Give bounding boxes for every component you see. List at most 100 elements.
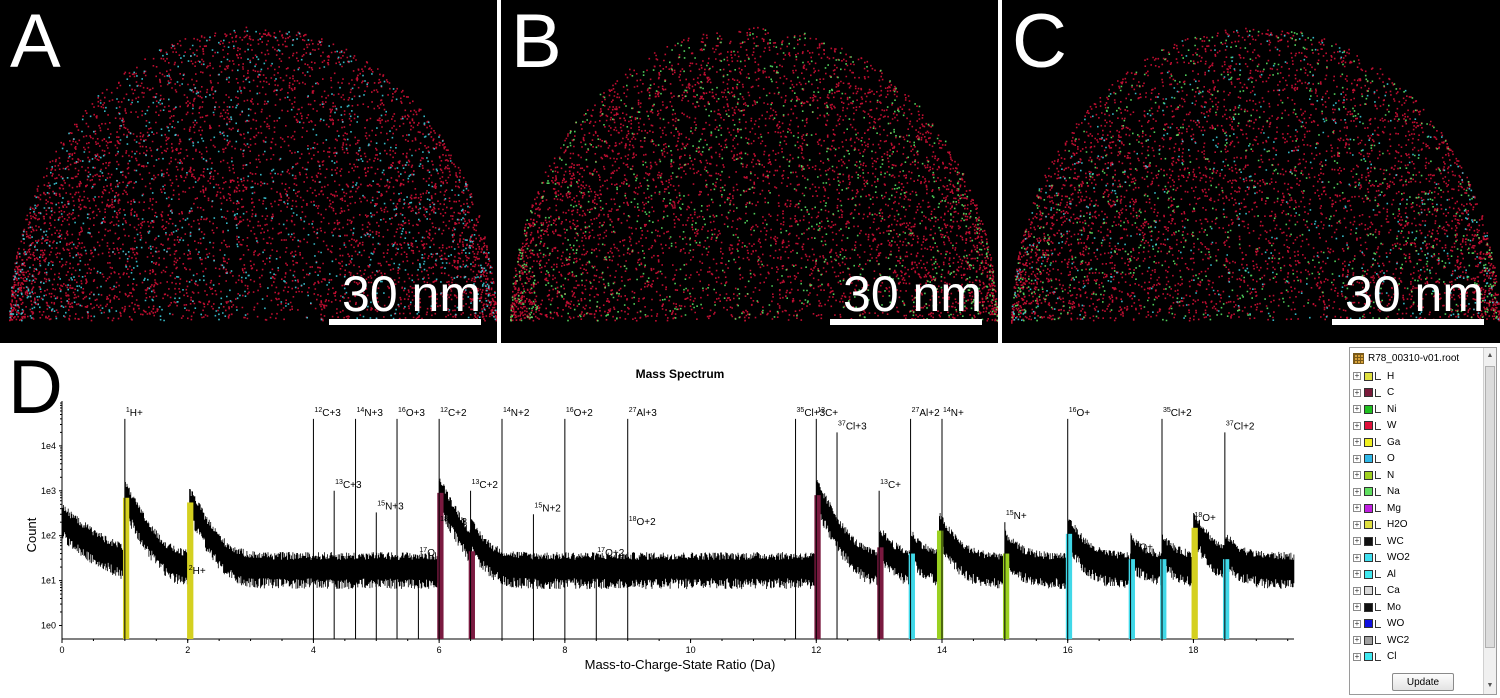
peak-label: 13C+2 [472,479,499,491]
tree-item-mg[interactable]: + Mg [1353,501,1401,515]
tree-item-w[interactable]: + W [1353,419,1396,433]
scale-bar [1332,319,1484,325]
spectrum-noise [61,478,1295,590]
expand-icon[interactable]: + [1353,420,1361,430]
peak-label: 37Cl+3 [838,420,867,432]
peak-label: 1H+ [126,407,143,419]
root-file-icon [1353,353,1364,364]
range-color-swatch[interactable] [1364,652,1373,661]
scroll-up-icon[interactable]: ▲ [1486,352,1494,359]
range-color-swatch[interactable] [1364,536,1373,546]
range-color-swatch[interactable] [1364,404,1373,414]
expand-icon[interactable]: + [1353,453,1361,463]
peak-label: 2H+ [189,565,206,577]
histogram-icon [1375,586,1381,595]
expand-icon[interactable]: + [1353,486,1361,496]
tree-item-h2o[interactable]: + H2O [1353,518,1408,532]
tree-item-h[interactable]: + H [1353,369,1394,383]
expand-icon[interactable]: + [1353,602,1361,611]
peak-label: 13C+ [880,479,901,491]
scroll-down-icon[interactable]: ▼ [1486,682,1494,689]
range-color-swatch[interactable] [1364,602,1373,612]
tree-item-cl[interactable]: + Cl [1353,650,1396,664]
range-color-swatch[interactable] [1364,586,1373,595]
expand-icon[interactable]: + [1353,651,1361,661]
expand-icon[interactable]: + [1353,404,1361,413]
expand-icon[interactable]: + [1353,470,1361,479]
y-tick-label: 1e2 [41,531,56,541]
x-tick-label: 16 [1063,645,1073,655]
x-tick-label: 10 [686,645,696,655]
tree-item-ni[interactable]: + Ni [1353,402,1396,416]
tree-item-al[interactable]: + Al [1353,567,1396,581]
tree-item-label: Ni [1387,403,1397,415]
range-color-swatch[interactable] [1364,487,1373,496]
tree-item-wc[interactable]: + WC [1353,534,1404,548]
range-color-swatch[interactable] [1364,371,1373,381]
range-color-swatch[interactable] [1364,437,1373,447]
update-button[interactable]: Update [1392,673,1454,691]
range-color-swatch[interactable] [1364,520,1373,529]
tree-item-n[interactable]: + N [1353,468,1394,482]
histogram-icon [1375,421,1381,430]
tree-item-o[interactable]: + O [1353,452,1395,466]
expand-icon[interactable]: + [1353,635,1361,644]
tree-item-wo[interactable]: + WO [1353,617,1404,631]
tree-scrollbar[interactable]: ▲ ▼ [1483,348,1496,694]
tree-item-wo2[interactable]: + WO2 [1353,551,1410,565]
expand-icon[interactable]: + [1353,569,1361,578]
range-color-swatch[interactable] [1364,569,1373,579]
tree-item-label: N [1387,469,1395,481]
range-color-swatch[interactable] [1364,553,1373,562]
range-color-swatch[interactable] [1364,454,1373,463]
tree-item-label: WO2 [1387,552,1410,563]
histogram-icon [1375,537,1381,545]
x-tick-label: 12 [811,645,821,655]
range-color-swatch[interactable] [1364,470,1373,480]
peak-label: 18O+2 [629,516,656,528]
atom-map-panel-a: A 30 nm [0,0,497,343]
histogram-icon [1375,636,1381,644]
scale-bar [329,319,481,325]
ranged-peak [908,553,915,639]
expand-icon[interactable]: + [1353,371,1361,380]
ranged-peak [1160,559,1167,639]
atom-point-cloud [9,26,497,322]
expand-icon[interactable]: + [1353,585,1361,595]
expand-icon[interactable]: + [1353,552,1361,562]
panel-letter: A [10,0,61,84]
tree-item-label: WO [1387,618,1405,629]
tree-item-wc2[interactable]: + WC2 [1353,633,1409,647]
expand-icon[interactable]: + [1353,519,1361,529]
peak-label: 27Al+2 [912,407,941,419]
x-axis-label: Mass-to-Charge-State Ratio (Da) [585,657,776,672]
range-tree-panel[interactable]: R78_00310-v01.root + H + C + Ni + W + Ga + O + N + Na + M… [1349,347,1497,695]
tree-item-c[interactable]: + C [1353,386,1394,400]
tree-item-label: Ca [1387,585,1400,596]
peak-label: 16O+ [1069,407,1091,419]
histogram-icon [1375,471,1381,479]
range-color-swatch[interactable] [1364,619,1373,628]
expand-icon[interactable]: + [1353,387,1361,397]
expand-icon[interactable]: + [1353,618,1361,628]
tree-item-na[interactable]: + Na [1353,485,1400,499]
chart-title: Mass Spectrum [636,367,725,381]
y-tick-label: 1e4 [41,441,56,451]
tree-item-ga[interactable]: + Ga [1353,435,1400,449]
scroll-thumb[interactable] [1485,366,1495,648]
scale-bar-label: 30 nm [1345,266,1484,322]
range-color-swatch[interactable] [1364,635,1373,645]
expand-icon[interactable]: + [1353,503,1361,512]
histogram-icon [1375,603,1381,611]
range-color-swatch[interactable] [1364,388,1373,397]
expand-icon[interactable]: + [1353,437,1361,446]
tree-item-ca[interactable]: + Ca [1353,584,1400,598]
ranged-peak [1222,559,1230,639]
expand-icon[interactable]: + [1353,536,1361,545]
tree-root[interactable]: R78_00310-v01.root [1353,351,1459,366]
range-color-swatch[interactable] [1364,503,1373,513]
range-color-swatch[interactable] [1364,421,1373,430]
histogram-icon [1375,487,1381,496]
tree-item-mo[interactable]: + Mo [1353,600,1401,614]
peak-label: 17O [419,547,435,559]
